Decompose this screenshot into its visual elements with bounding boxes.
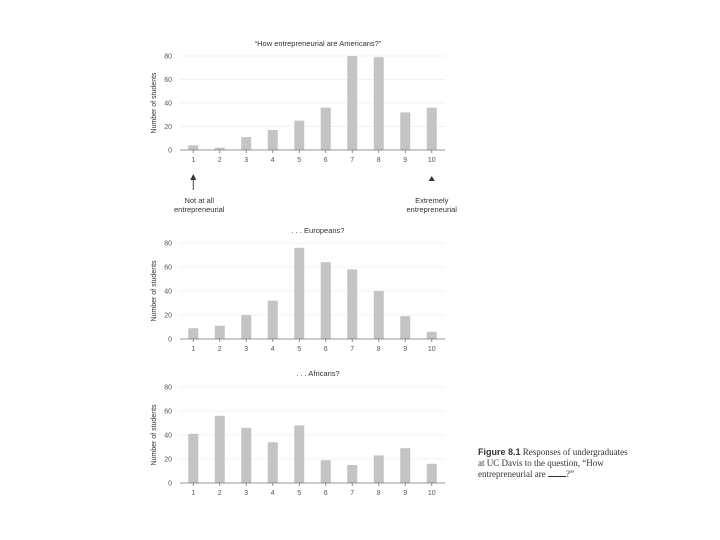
chart2-y-tick-label: 0: [168, 337, 172, 344]
chart3-y-axis-label: Number of students: [151, 404, 158, 466]
caption-label: Figure 8.1: [478, 447, 521, 457]
chart2-y-tick-label: 80: [164, 241, 172, 248]
chart1-bar-9: [400, 112, 411, 150]
chart1-y-tick-label: 60: [164, 77, 172, 84]
chart2-bar-4: [267, 300, 278, 339]
chart1-x-tick-label: 3: [244, 157, 248, 164]
chart1-bar-6: [320, 107, 331, 150]
chart3-x-tick-label: 4: [271, 490, 275, 497]
chart3-y-tick-label: 40: [164, 433, 172, 440]
chart1-bar-3: [241, 137, 252, 150]
chart2-x-tick-label: 5: [297, 346, 301, 353]
figure-caption: Figure 8.1 Responses of undergraduates a…: [478, 447, 628, 480]
chart1-title: “How entrepreneurial are Americans?”: [255, 39, 382, 48]
chart1-bar-8: [373, 57, 384, 150]
chart3-x-tick-label: 9: [403, 490, 407, 497]
chart3-x-tick-label: 2: [218, 490, 222, 497]
chart2-bar-10: [426, 331, 437, 339]
chart3-x-tick-label: 10: [428, 490, 436, 497]
chart2-bar-2: [214, 325, 225, 339]
chart3-y-tick-label: 60: [164, 409, 172, 416]
chart3-y-tick-label: 0: [168, 481, 172, 488]
annotation-right-arrow-head: [428, 176, 435, 181]
chart1-bar-5: [294, 120, 305, 150]
chart2-bar-3: [241, 315, 252, 339]
chart3-y-tick-label: 80: [164, 385, 172, 392]
chart3-bar-2: [214, 415, 225, 483]
chart2-y-tick-label: 60: [164, 265, 172, 272]
chart2-bar-5: [294, 247, 305, 339]
chart3-bar-7: [347, 465, 358, 483]
caption-blank: [547, 476, 566, 477]
chart1-x-tick-label: 8: [377, 157, 381, 164]
chart2-bar-8: [373, 291, 384, 339]
annotation-left-line: entrepreneurial: [174, 205, 225, 214]
chart2-x-tick-label: 4: [271, 346, 275, 353]
chart1-y-tick-label: 20: [164, 124, 172, 131]
chart3-bar-10: [426, 463, 437, 483]
chart3-x-tick-label: 7: [350, 490, 354, 497]
chart3-bar-1: [188, 433, 199, 483]
chart2-x-tick-label: 1: [191, 346, 195, 353]
chart3-title: . . . Africans?: [296, 369, 339, 378]
annotation-left-line: Not at all: [184, 196, 214, 205]
chart3-bar-8: [373, 455, 384, 483]
chart2-x-tick-label: 8: [377, 346, 381, 353]
annotation-right-line: entrepreneurial: [407, 205, 458, 214]
chart1-x-tick-label: 1: [191, 157, 195, 164]
chart3-bar-9: [400, 448, 411, 483]
chart2-bar-9: [400, 316, 411, 339]
chart2-x-tick-label: 2: [218, 346, 222, 353]
chart2-x-tick-label: 10: [428, 346, 436, 353]
chart1-x-tick-label: 6: [324, 157, 328, 164]
chart1-bar-4: [267, 130, 278, 150]
chart1-bar-7: [347, 56, 358, 150]
chart1-x-tick-label: 2: [218, 157, 222, 164]
chart2-x-tick-label: 3: [244, 346, 248, 353]
chart2-title: . . . Europeans?: [292, 226, 345, 235]
chart3-x-tick-label: 1: [191, 490, 195, 497]
chart2-x-tick-label: 7: [350, 346, 354, 353]
chart3-x-tick-label: 6: [324, 490, 328, 497]
chart3-x-tick-label: 3: [244, 490, 248, 497]
chart1-bar-1: [188, 145, 199, 150]
chart3-x-tick-label: 5: [297, 490, 301, 497]
chart1-x-tick-label: 9: [403, 157, 407, 164]
annotation-right-line: Extremely: [415, 196, 449, 205]
chart3-bar-4: [267, 442, 278, 483]
chart2-bar-6: [320, 262, 331, 339]
chart3-bar-3: [241, 427, 252, 483]
chart1-bar-2: [214, 147, 225, 150]
chart1-y-tick-label: 0: [168, 148, 172, 155]
chart3-x-tick-label: 8: [377, 490, 381, 497]
chart1-x-tick-label: 10: [428, 157, 436, 164]
caption-text: Responses of undergraduates at UC Davis …: [478, 447, 628, 479]
chart2-y-tick-label: 40: [164, 289, 172, 296]
annotation-left-arrow-head: [190, 174, 197, 180]
chart1-y-tick-label: 40: [164, 101, 172, 108]
chart3-bar-6: [320, 460, 331, 483]
chart1-x-tick-label: 5: [297, 157, 301, 164]
chart1-x-tick-label: 4: [271, 157, 275, 164]
chart1-y-axis-label: Number of students: [151, 72, 158, 134]
chart2-x-tick-label: 9: [403, 346, 407, 353]
caption-end: ?”: [565, 469, 574, 479]
chart3-y-tick-label: 20: [164, 457, 172, 464]
chart1-bar-10: [426, 107, 437, 150]
chart2-x-tick-label: 6: [324, 346, 328, 353]
chart1-x-tick-label: 7: [350, 157, 354, 164]
chart2-y-tick-label: 20: [164, 313, 172, 320]
chart2-y-axis-label: Number of students: [151, 260, 158, 322]
chart3-bar-5: [294, 425, 305, 483]
chart1-y-tick-label: 80: [164, 54, 172, 61]
chart2-bar-1: [188, 328, 199, 339]
chart2-bar-7: [347, 269, 358, 339]
